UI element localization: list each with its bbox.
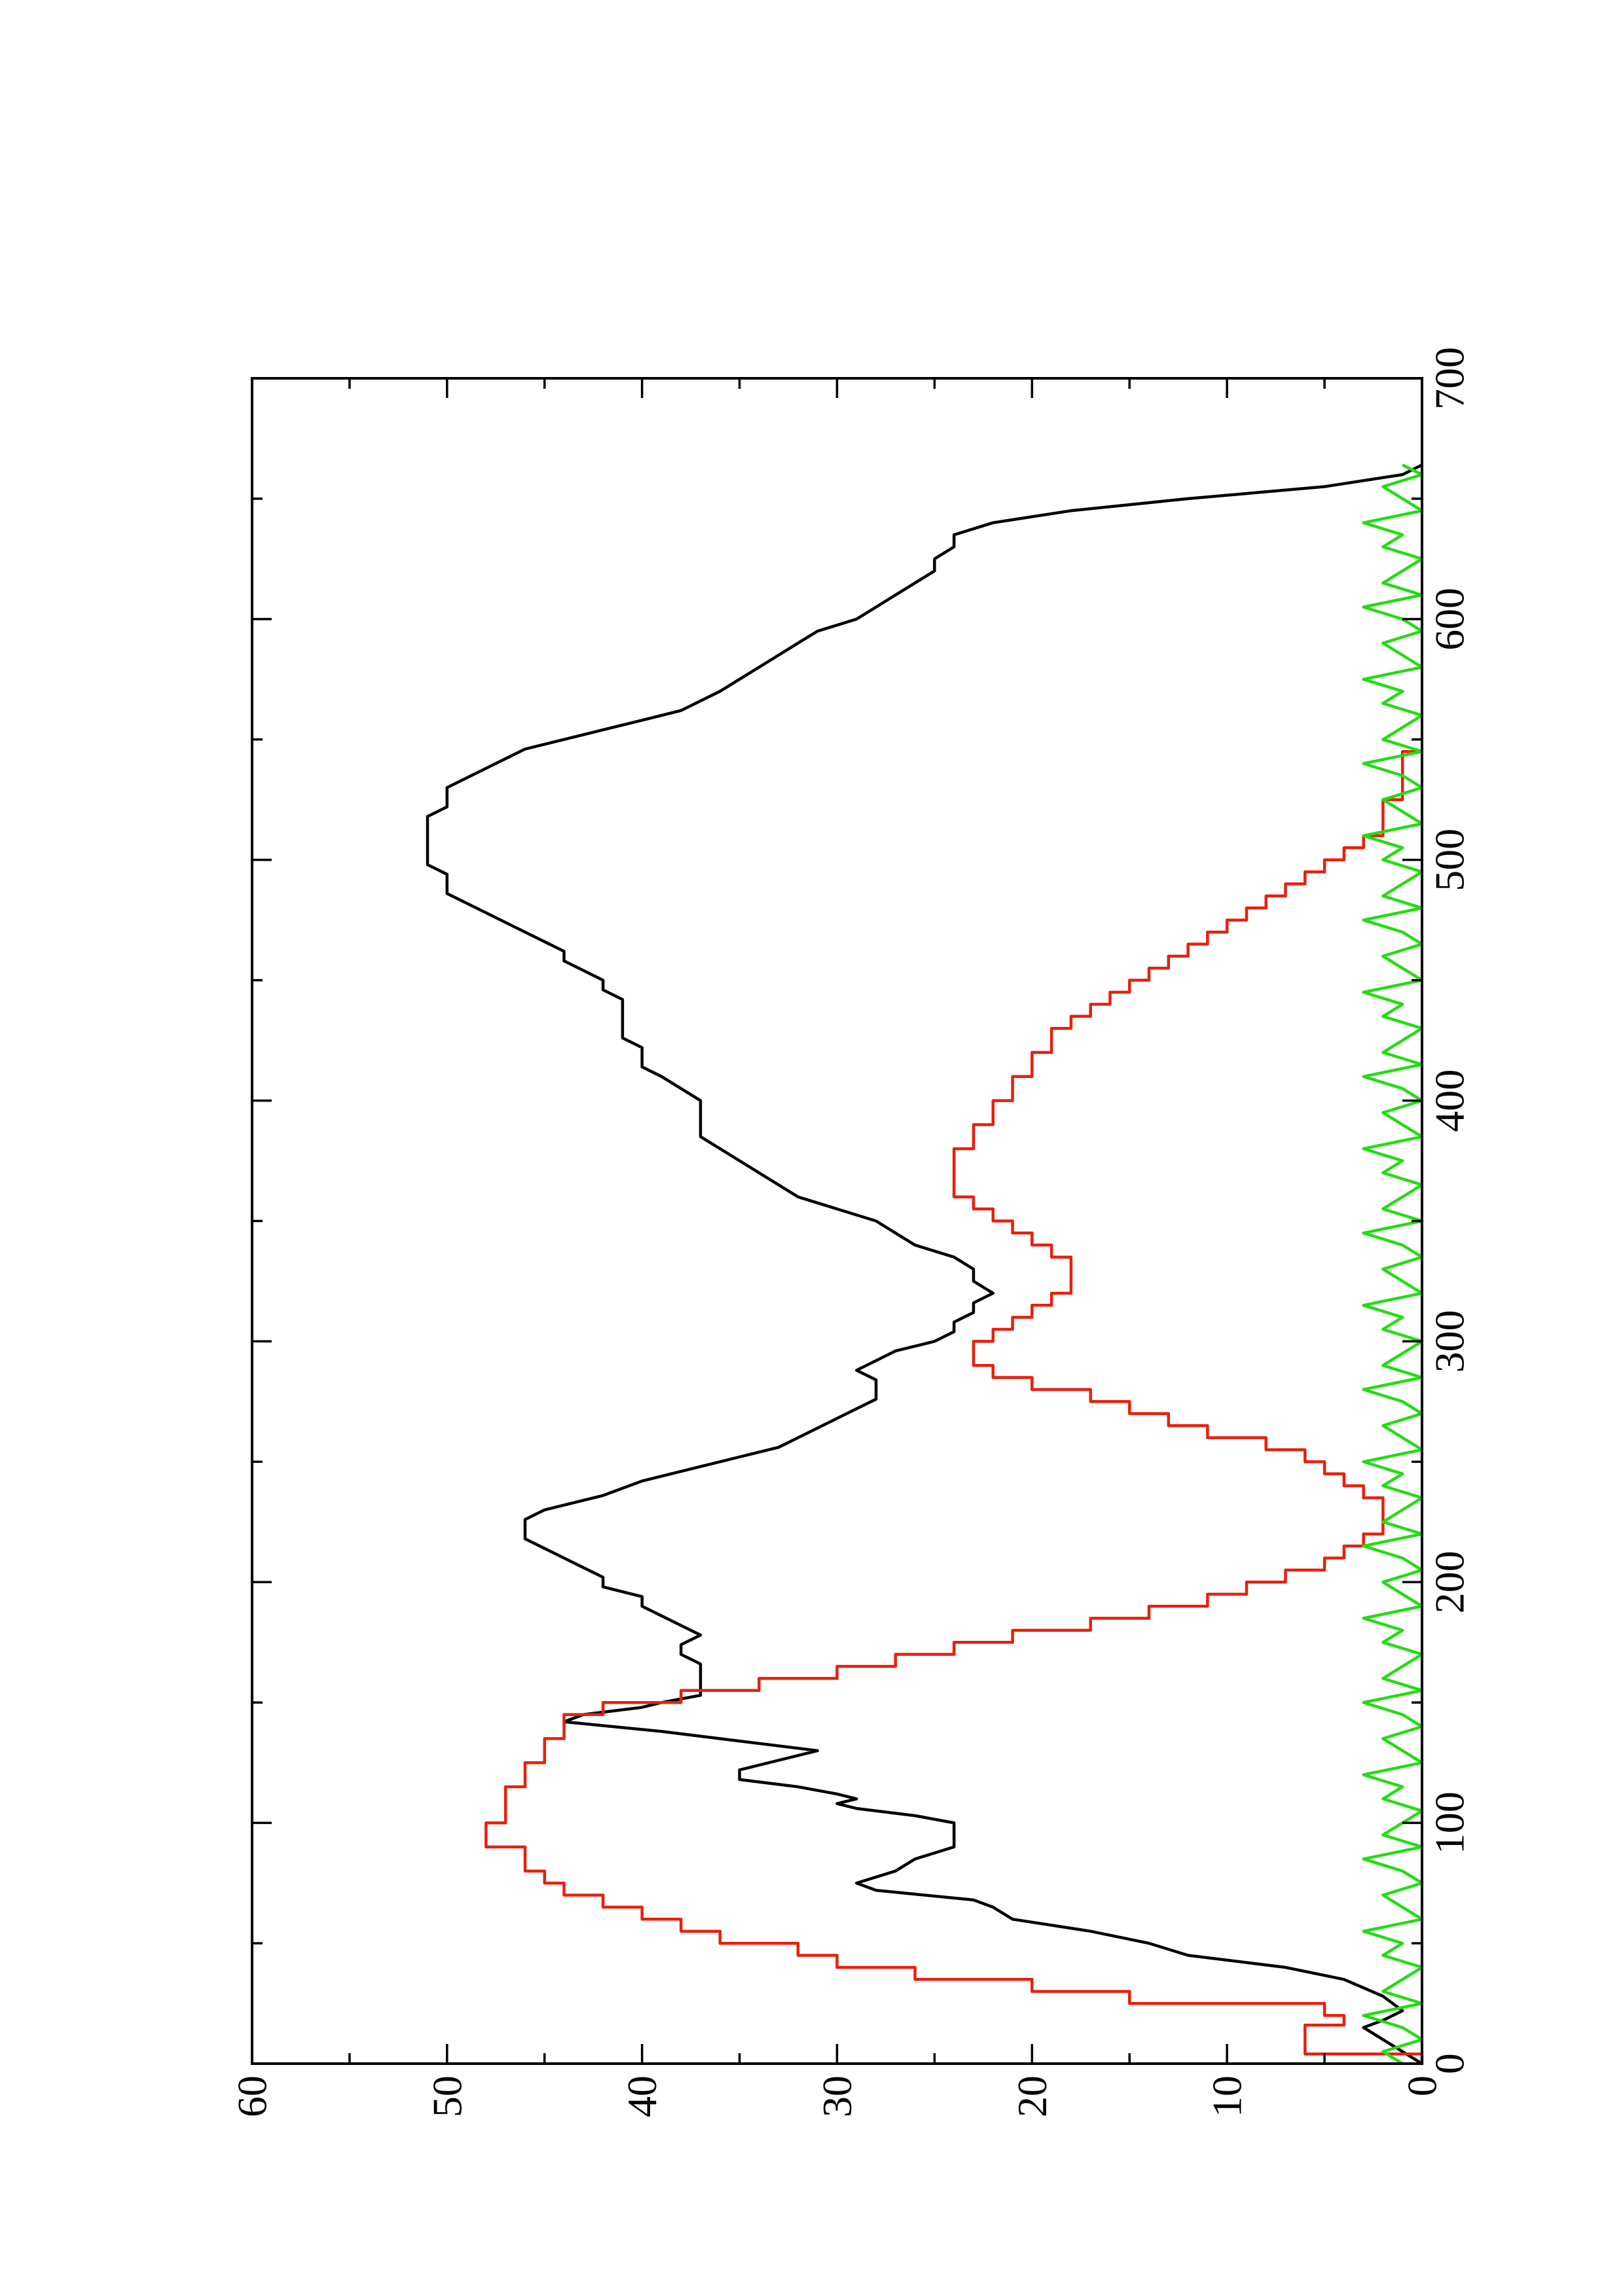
y-tick-label: 20 bbox=[1009, 2075, 1055, 2117]
y-tick-label: 40 bbox=[619, 2075, 665, 2117]
series-line-2 bbox=[484, 749, 1424, 2064]
y-tick-label: 60 bbox=[229, 2075, 276, 2117]
series-line-1 bbox=[426, 463, 1423, 2065]
y-tick-label: 50 bbox=[424, 2075, 470, 2117]
series-line-3 bbox=[1362, 463, 1424, 2065]
x-tick-label: 200 bbox=[1427, 1551, 1473, 1613]
x-tick-label: 100 bbox=[1427, 1791, 1473, 1854]
series-layer bbox=[426, 463, 1424, 2065]
x-tick-label: 0 bbox=[1427, 2053, 1473, 2074]
x-tick-label: 700 bbox=[1427, 347, 1473, 410]
tick-labels-layer: 0 100 200 300 400 500 600 700 0 10 20 30 40 50 60 bbox=[229, 347, 1473, 2117]
y-tick-label: 0 bbox=[1399, 2075, 1446, 2096]
x-tick-label: 400 bbox=[1427, 1069, 1473, 1132]
x-tick-label: 300 bbox=[1427, 1310, 1473, 1372]
ticks-layer bbox=[251, 377, 1423, 2065]
y-tick-label: 10 bbox=[1204, 2075, 1250, 2117]
x-tick-label: 500 bbox=[1427, 829, 1473, 891]
y-tick-label: 30 bbox=[814, 2075, 860, 2117]
plot-frame bbox=[251, 377, 1423, 2065]
x-tick-label: 600 bbox=[1427, 588, 1473, 651]
